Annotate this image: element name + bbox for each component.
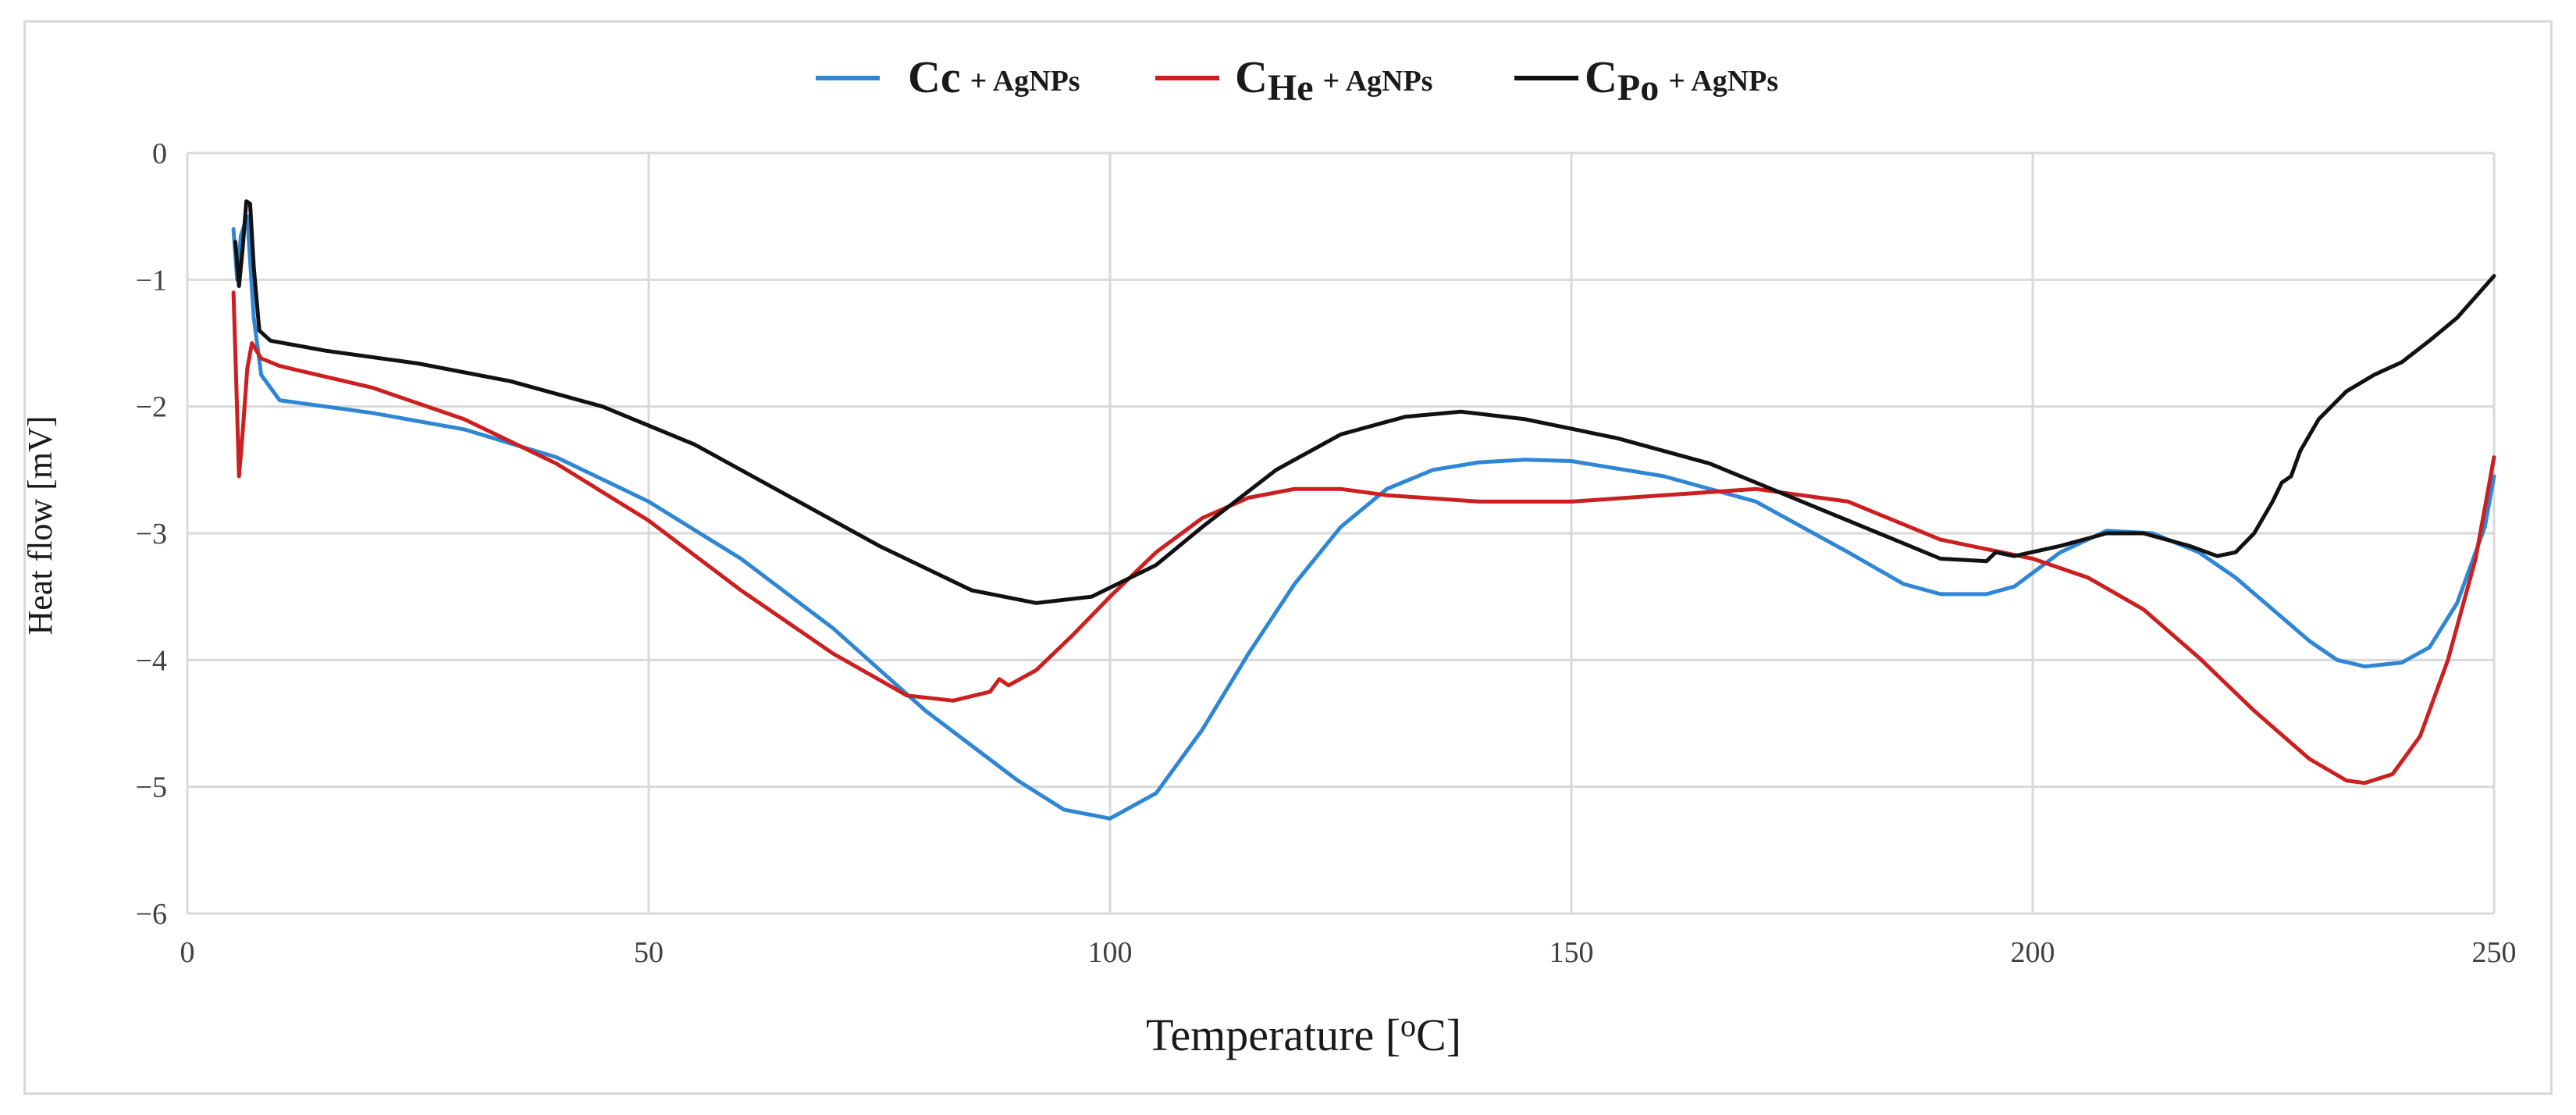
x-tick-label: 150: [1550, 936, 1594, 969]
series-layer: [231, 199, 2496, 821]
legend-item-cc: Cc + AgNPs: [816, 52, 1080, 102]
chart-frame: [23, 20, 2553, 1095]
legend-suffix-cc: + AgNPs: [970, 65, 1080, 98]
legend-main-cc: Cc: [908, 52, 961, 102]
series-line-2: [233, 199, 2496, 605]
y-tick-label: −6: [136, 898, 167, 931]
x-axis-title-main: Temperature [: [1146, 1010, 1400, 1060]
legend: Cc + AgNPs CHe + AgNPs CPo + AgNPs: [816, 52, 1778, 109]
x-tick-label: 250: [2472, 936, 2517, 969]
y-tick-label: −2: [136, 391, 167, 424]
y-tick-label: −5: [136, 771, 167, 804]
legend-sub-che: He: [1268, 67, 1314, 109]
y-tick-label: −3: [136, 518, 167, 550]
legend-suffix-cpo: + AgNPs: [1668, 65, 1778, 98]
legend-suffix-che: + AgNPs: [1323, 65, 1433, 98]
x-axis-title: Temperature [oC]: [1146, 1008, 1461, 1060]
y-tick-label: 0: [152, 137, 167, 170]
x-tick-label: 50: [634, 936, 664, 969]
x-axis-title-unit: C]: [1416, 1010, 1461, 1060]
y-tick-label: −4: [136, 644, 167, 677]
legend-label-cc: Cc + AgNPs: [908, 52, 1080, 102]
legend-label-cpo: CPo + AgNPs: [1585, 52, 1778, 109]
x-tick-label: 100: [1088, 936, 1133, 969]
y-tick-label: −1: [136, 264, 167, 297]
legend-main-che: C: [1235, 52, 1268, 102]
x-tick-label: 200: [2011, 936, 2055, 969]
legend-item-cpo: CPo + AgNPs: [1514, 52, 1778, 109]
tick-layer: 0 −1 −2 −3 −4 −5 −6 0 50 100 150 200 250: [136, 137, 2517, 969]
series-line-1: [231, 290, 2496, 785]
legend-sub-cpo: Po: [1617, 67, 1659, 109]
series-line-0: [231, 214, 2496, 821]
legend-item-che: CHe + AgNPs: [1155, 52, 1432, 109]
x-axis-title-degree: o: [1400, 1008, 1416, 1043]
legend-label-che: CHe + AgNPs: [1235, 52, 1432, 109]
x-tick-label: 0: [180, 936, 195, 969]
y-axis-title: Heat flow [mV]: [21, 415, 59, 635]
legend-main-cpo: C: [1585, 52, 1617, 102]
grid-layer: [186, 151, 2496, 915]
